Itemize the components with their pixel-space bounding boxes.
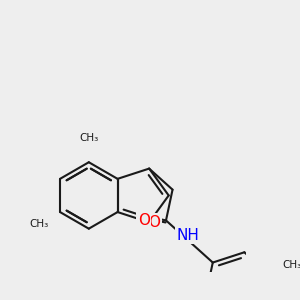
Text: O: O <box>138 213 150 228</box>
Text: O: O <box>148 215 160 230</box>
Text: CH₃: CH₃ <box>29 219 49 229</box>
Text: NH: NH <box>176 228 199 243</box>
Text: CH₃: CH₃ <box>79 133 98 143</box>
Text: CH₃: CH₃ <box>283 260 300 270</box>
